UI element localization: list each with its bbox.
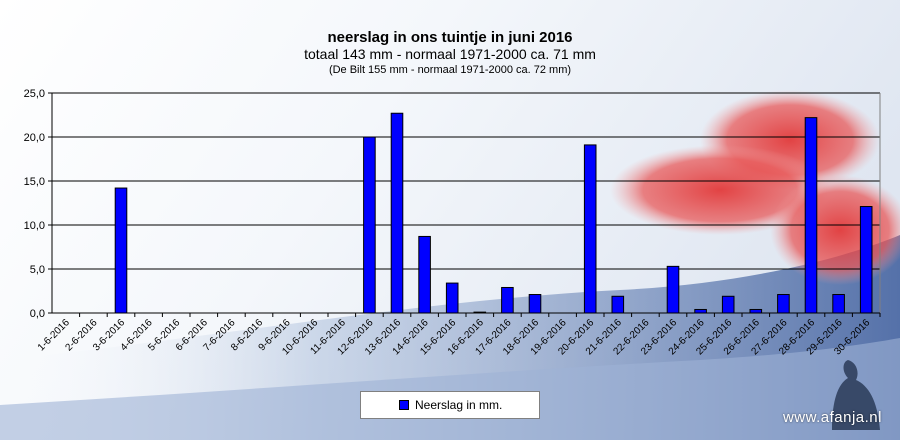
bar bbox=[390, 112, 404, 314]
legend-label: Neerslag in mm. bbox=[415, 398, 503, 412]
y-tick-label: 20,0 bbox=[24, 132, 45, 144]
bar bbox=[445, 282, 459, 314]
legend: Neerslag in mm. bbox=[360, 391, 540, 419]
bar bbox=[721, 295, 735, 314]
bar bbox=[611, 295, 625, 314]
y-axis-tick-labels: 0,0 5,0 10,0 15,0 20,0 25,0 bbox=[24, 88, 45, 320]
bar bbox=[418, 235, 431, 314]
y-tick-label: 10,0 bbox=[24, 220, 45, 232]
silhouette-logo bbox=[832, 360, 880, 430]
bar bbox=[832, 294, 845, 314]
chart-subtitle-secondary: (De Bilt 155 mm - normaal 1971-2000 ca. … bbox=[328, 64, 572, 76]
bar bbox=[583, 144, 597, 314]
bar bbox=[859, 206, 873, 314]
grid-lines bbox=[52, 92, 880, 270]
bar bbox=[777, 294, 790, 314]
watermark: www.afanja.nl bbox=[782, 409, 882, 426]
bar bbox=[804, 117, 818, 314]
bar bbox=[528, 294, 542, 314]
y-tick-label: 25,0 bbox=[24, 88, 45, 100]
y-tick-label: 0,0 bbox=[30, 308, 45, 320]
bar bbox=[114, 187, 128, 314]
bar bbox=[694, 308, 707, 314]
axes bbox=[48, 92, 881, 317]
y-tick-label: 15,0 bbox=[24, 176, 45, 188]
bar-series bbox=[114, 112, 873, 314]
x-axis-tick-labels: 1-6-20162-6-20163-6-20164-6-20165-6-2016… bbox=[36, 317, 873, 357]
bar bbox=[666, 265, 680, 314]
legend-swatch bbox=[399, 400, 409, 410]
bar bbox=[363, 136, 376, 314]
chart-title: neerslag in ons tuintje in juni 2016 bbox=[327, 29, 573, 46]
y-tick-label: 5,0 bbox=[30, 264, 45, 276]
bar bbox=[501, 286, 514, 314]
bar bbox=[749, 308, 763, 314]
chart-subtitle: totaal 143 mm - normaal 1971-2000 ca. 71… bbox=[304, 46, 596, 62]
